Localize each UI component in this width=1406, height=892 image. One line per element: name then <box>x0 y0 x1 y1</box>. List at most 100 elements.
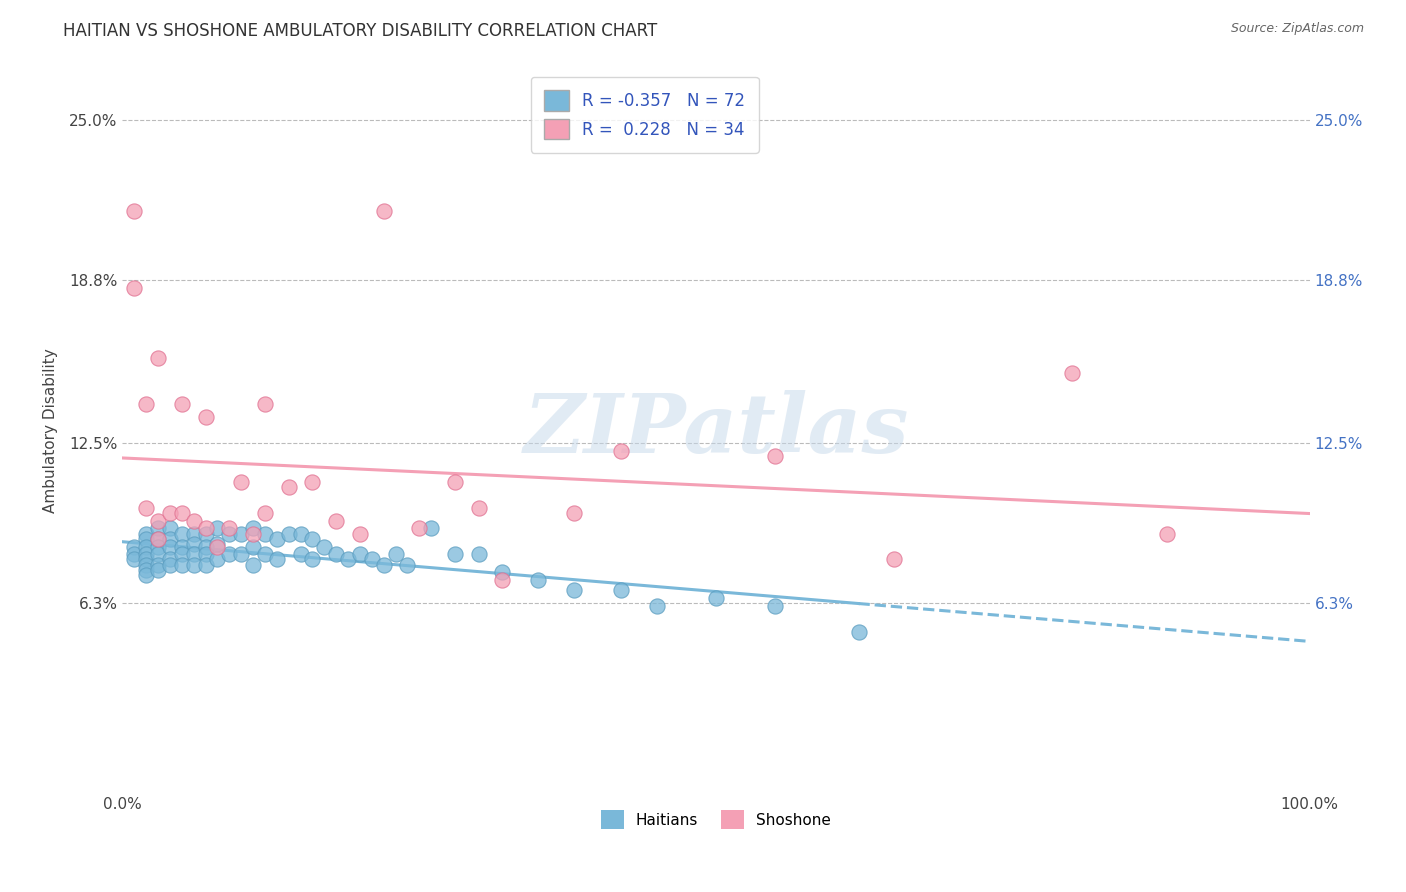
Point <box>349 526 371 541</box>
Point <box>183 558 205 572</box>
Point <box>467 500 489 515</box>
Point <box>444 547 467 561</box>
Point <box>135 568 157 582</box>
Point <box>253 526 276 541</box>
Point <box>135 563 157 577</box>
Text: ZIPatlas: ZIPatlas <box>523 390 908 470</box>
Point <box>325 514 347 528</box>
Point <box>242 521 264 535</box>
Point <box>124 552 146 566</box>
Point <box>146 547 169 561</box>
Point <box>645 599 668 613</box>
Point <box>146 563 169 577</box>
Text: HAITIAN VS SHOSHONE AMBULATORY DISABILITY CORRELATION CHART: HAITIAN VS SHOSHONE AMBULATORY DISABILIT… <box>63 22 658 40</box>
Point <box>301 532 323 546</box>
Point <box>194 547 217 561</box>
Point <box>491 566 513 580</box>
Point <box>159 552 181 566</box>
Point <box>135 397 157 411</box>
Point <box>610 444 633 458</box>
Point <box>301 552 323 566</box>
Point <box>253 506 276 520</box>
Point <box>135 558 157 572</box>
Point <box>360 552 382 566</box>
Point <box>183 547 205 561</box>
Point <box>170 526 193 541</box>
Point <box>337 552 360 566</box>
Point <box>408 521 430 535</box>
Point <box>124 540 146 554</box>
Point <box>146 351 169 365</box>
Point <box>124 203 146 218</box>
Point <box>135 526 157 541</box>
Point <box>1062 367 1084 381</box>
Point <box>194 526 217 541</box>
Legend: Haitians, Shoshone: Haitians, Shoshone <box>595 804 838 835</box>
Point <box>170 547 193 561</box>
Point <box>207 552 229 566</box>
Point <box>231 547 253 561</box>
Point <box>146 521 169 535</box>
Point <box>170 506 193 520</box>
Point <box>207 537 229 551</box>
Point <box>194 558 217 572</box>
Point <box>373 558 395 572</box>
Point <box>183 526 205 541</box>
Point <box>373 203 395 218</box>
Point <box>159 532 181 546</box>
Point <box>848 624 870 639</box>
Point <box>242 540 264 554</box>
Point <box>253 547 276 561</box>
Point <box>135 547 157 561</box>
Text: Source: ZipAtlas.com: Source: ZipAtlas.com <box>1230 22 1364 36</box>
Point <box>159 558 181 572</box>
Point <box>765 449 787 463</box>
Point <box>314 540 336 554</box>
Point <box>218 547 240 561</box>
Point <box>183 537 205 551</box>
Point <box>266 552 288 566</box>
Point <box>562 583 585 598</box>
Point <box>218 521 240 535</box>
Point <box>231 526 253 541</box>
Point <box>277 526 299 541</box>
Point <box>159 521 181 535</box>
Point <box>194 410 217 425</box>
Point <box>290 526 312 541</box>
Point <box>135 500 157 515</box>
Point <box>124 547 146 561</box>
Point <box>146 540 169 554</box>
Point <box>170 558 193 572</box>
Point <box>231 475 253 489</box>
Point <box>242 558 264 572</box>
Point <box>170 540 193 554</box>
Point <box>420 521 443 535</box>
Point <box>883 552 905 566</box>
Point <box>277 480 299 494</box>
Point <box>207 540 229 554</box>
Point <box>170 397 193 411</box>
Point <box>396 558 419 572</box>
Point <box>444 475 467 489</box>
Point <box>146 558 169 572</box>
Point <box>124 281 146 295</box>
Point <box>253 397 276 411</box>
Point <box>384 547 406 561</box>
Point <box>527 573 550 587</box>
Point <box>704 591 727 606</box>
Point <box>1156 526 1178 541</box>
Point <box>135 532 157 546</box>
Point <box>135 540 157 554</box>
Point <box>146 532 169 546</box>
Point <box>491 573 513 587</box>
Point <box>218 526 240 541</box>
Point <box>325 547 347 561</box>
Point <box>610 583 633 598</box>
Point <box>194 540 217 554</box>
Point <box>207 521 229 535</box>
Point <box>290 547 312 561</box>
Point <box>301 475 323 489</box>
Point <box>765 599 787 613</box>
Point <box>467 547 489 561</box>
Point <box>349 547 371 561</box>
